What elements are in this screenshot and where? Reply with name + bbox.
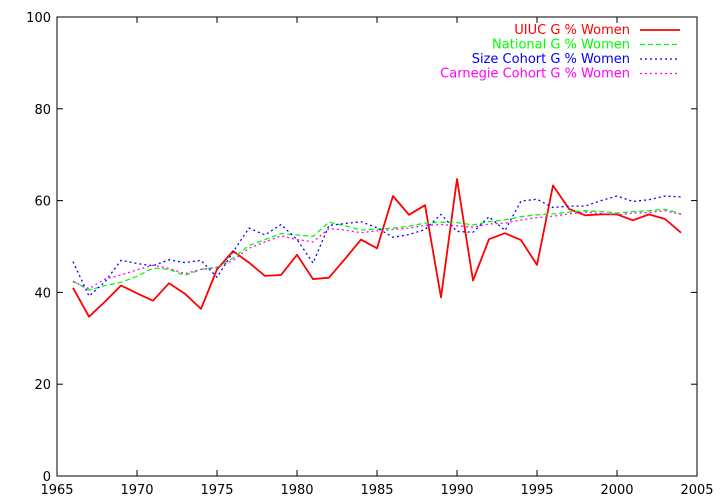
- x-tick-label: 2005: [680, 483, 713, 498]
- x-tick-label: 1970: [120, 483, 153, 498]
- legend-label: National G % Women: [492, 38, 630, 53]
- y-tick-label: 40: [34, 286, 51, 301]
- legend-label: Carnegie Cohort G % Women: [440, 67, 630, 82]
- x-tick-label: 1965: [40, 483, 73, 498]
- x-tick-label: 1995: [520, 483, 553, 498]
- y-tick-label: 100: [26, 11, 51, 26]
- x-tick-label: 2000: [600, 483, 633, 498]
- series-line-2: [72, 208, 682, 291]
- legend-label: UIUC G % Women: [514, 23, 630, 38]
- series-line-1: [72, 178, 682, 318]
- x-tick-label: 1990: [440, 483, 473, 498]
- series-line-3: [72, 195, 682, 297]
- x-tick-label: 1980: [280, 483, 313, 498]
- y-tick-label: 80: [34, 103, 51, 118]
- y-tick-label: 20: [34, 378, 51, 393]
- series-line-4: [72, 210, 682, 290]
- legend-label: Size Cohort G % Women: [472, 52, 630, 67]
- series-layer: [72, 178, 682, 318]
- x-tick-label: 1985: [360, 483, 393, 498]
- x-tick-label: 1975: [200, 483, 233, 498]
- y-tick-label: 60: [34, 195, 51, 210]
- y-tick-label: 0: [43, 470, 51, 485]
- tick-layer: 1965 1970 1975 1980 1985 1990 1995 2000 2005 0 20 4…: [26, 11, 713, 498]
